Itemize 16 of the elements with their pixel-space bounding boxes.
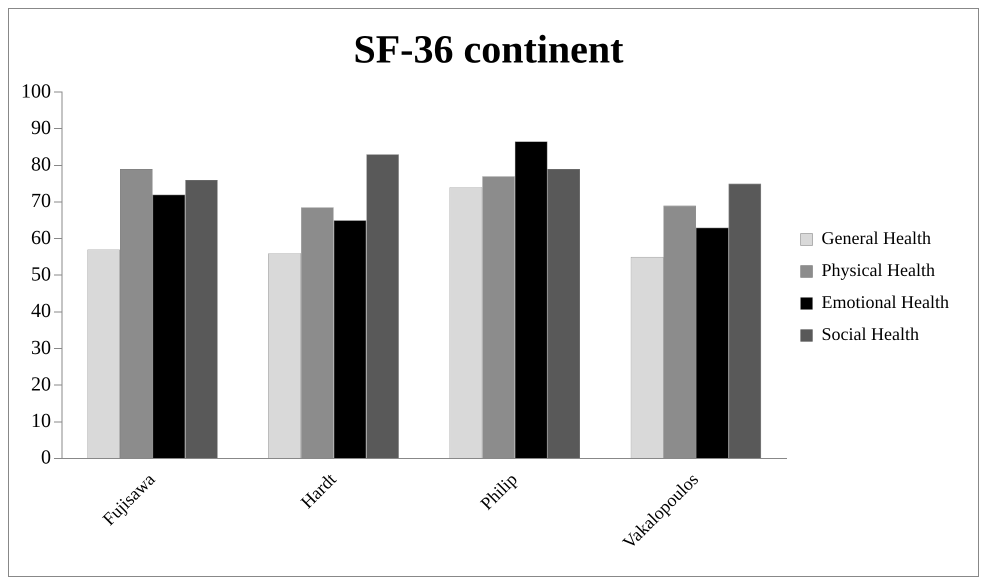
y-tick-label: 100	[21, 80, 51, 102]
y-tick-label: 30	[31, 336, 51, 359]
y-tick-label: 40	[31, 300, 51, 322]
y-tick-label: 60	[31, 226, 51, 249]
legend-label: General Health	[822, 228, 931, 248]
y-tick-label: 50	[31, 263, 51, 286]
y-tick-label: 80	[31, 154, 51, 176]
y-tick-label: 20	[31, 373, 51, 396]
legend-label: Social Health	[822, 324, 920, 344]
legend-label: Emotional Health	[822, 292, 949, 312]
chart-title: SF-36 continent	[354, 26, 624, 72]
y-tick-label: 90	[31, 116, 51, 139]
legend-label: Physical Health	[822, 260, 936, 280]
y-tick-label: 0	[41, 446, 51, 469]
y-tick-label: 70	[31, 190, 51, 212]
y-tick-label: 10	[31, 410, 51, 432]
